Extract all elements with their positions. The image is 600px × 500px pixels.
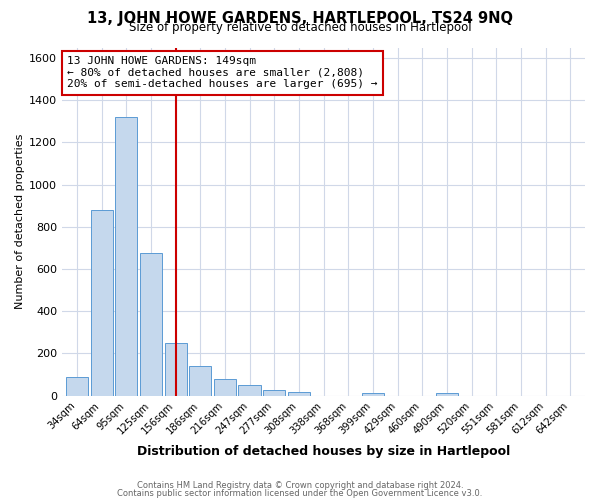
Bar	[164, 343, 187, 396]
Bar	[238, 384, 260, 396]
Bar	[362, 392, 384, 396]
Bar	[214, 379, 236, 396]
Bar	[189, 366, 211, 396]
X-axis label: Distribution of detached houses by size in Hartlepool: Distribution of detached houses by size …	[137, 444, 510, 458]
Bar	[436, 392, 458, 396]
Text: Contains public sector information licensed under the Open Government Licence v3: Contains public sector information licen…	[118, 488, 482, 498]
Y-axis label: Number of detached properties: Number of detached properties	[15, 134, 25, 310]
Text: Size of property relative to detached houses in Hartlepool: Size of property relative to detached ho…	[128, 22, 472, 35]
Bar	[91, 210, 113, 396]
Bar	[115, 117, 137, 396]
Text: Contains HM Land Registry data © Crown copyright and database right 2024.: Contains HM Land Registry data © Crown c…	[137, 481, 463, 490]
Bar	[288, 392, 310, 396]
Bar	[263, 390, 286, 396]
Text: 13, JOHN HOWE GARDENS, HARTLEPOOL, TS24 9NQ: 13, JOHN HOWE GARDENS, HARTLEPOOL, TS24 …	[87, 11, 513, 26]
Bar	[66, 377, 88, 396]
Bar	[140, 253, 162, 396]
Text: 13 JOHN HOWE GARDENS: 149sqm
← 80% of detached houses are smaller (2,808)
20% of: 13 JOHN HOWE GARDENS: 149sqm ← 80% of de…	[67, 56, 378, 90]
